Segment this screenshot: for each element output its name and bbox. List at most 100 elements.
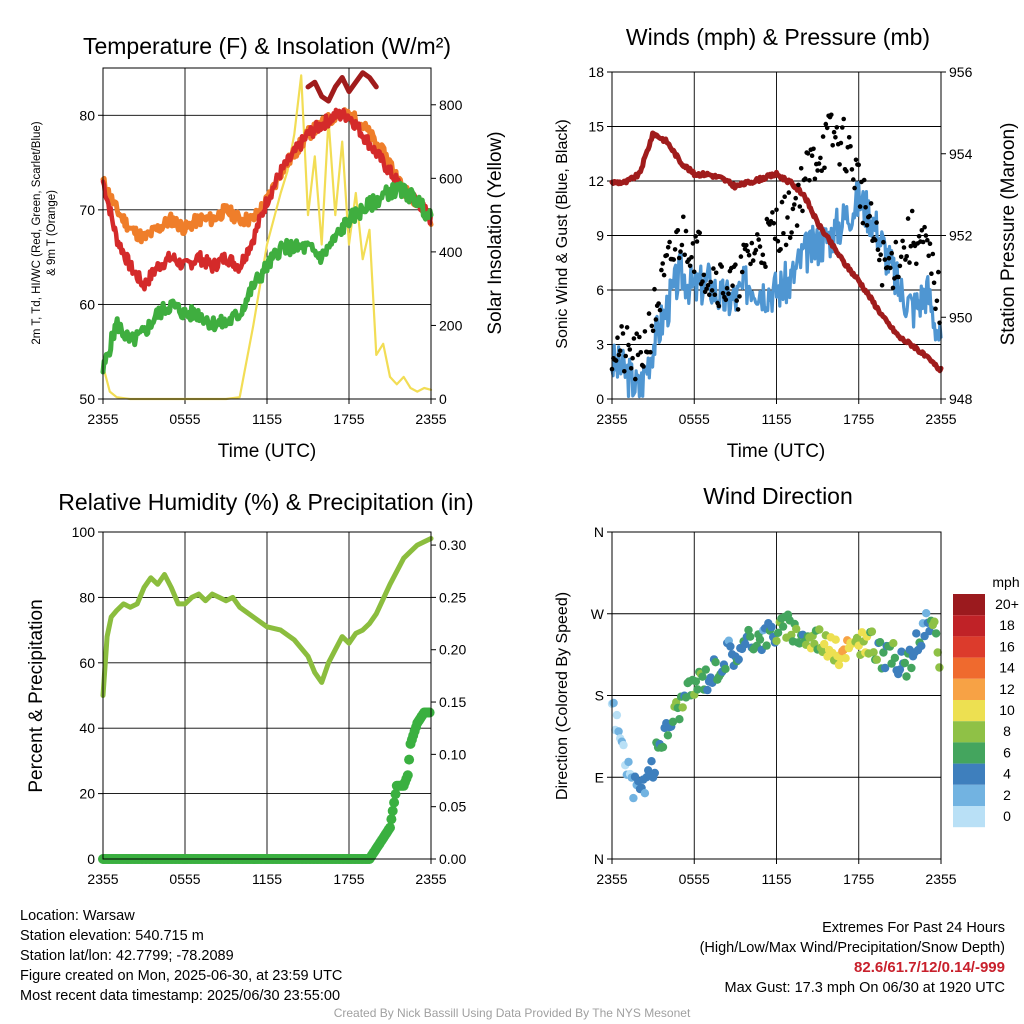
wind-y-axis-label-left: Sonic Wind & Gust (Blue, Black)	[554, 119, 571, 348]
wind-ytick-label-right: 956	[949, 64, 973, 80]
temp-chart-title: Temperature (F) & Insolation (W/m²)	[83, 33, 451, 59]
wind-y-axis-label-right: Station Pressure (Maroon)	[998, 123, 1019, 346]
direction-point	[647, 757, 656, 766]
precip-point	[389, 797, 400, 808]
gust-point	[630, 355, 635, 361]
gust-point	[815, 168, 820, 173]
wind-ytick-label-left: 9	[596, 228, 604, 244]
dir-chart-title: Wind Direction	[703, 483, 853, 509]
gust-point	[760, 252, 766, 258]
gust-point	[803, 176, 808, 181]
rh-xtick-label: 2355	[415, 871, 446, 887]
gust-point	[734, 298, 739, 303]
gust-point	[712, 292, 718, 298]
gust-point	[648, 349, 653, 355]
gust-point	[737, 294, 742, 299]
rh-ytick-label-right: 0.05	[439, 799, 466, 815]
gust-point	[627, 347, 633, 352]
precip-point	[386, 814, 397, 825]
dir-xtick-label: 1155	[761, 871, 791, 887]
temp-y-axis-label-2: & 9m T (Orange)	[46, 190, 58, 276]
direction-point	[895, 665, 905, 674]
gust-point	[809, 153, 815, 158]
wind-plot-frame	[611, 71, 942, 400]
gust-point	[634, 331, 639, 337]
direction-point	[869, 648, 878, 657]
gust-point	[897, 263, 903, 269]
gust-point	[781, 231, 786, 236]
gust-point	[707, 292, 712, 298]
gust-point	[705, 283, 711, 288]
gust-point	[617, 348, 623, 354]
gust-point	[807, 178, 812, 183]
direction-point	[701, 665, 710, 674]
wind-xtick-label: 0555	[679, 411, 710, 427]
direction-point	[902, 672, 911, 681]
gust-point	[726, 291, 731, 297]
gust-point	[650, 328, 656, 334]
gust-point	[664, 253, 670, 258]
direction-point	[922, 609, 931, 618]
station-latlon: Station lat/lon: 42.7799; -78.2089	[20, 948, 234, 964]
dir-xtick-label: 2355	[925, 871, 956, 887]
dir-xtick-label: 1755	[843, 871, 874, 887]
direction-point	[693, 685, 702, 694]
gust-point	[619, 324, 624, 329]
gust-point	[886, 255, 892, 261]
dir-plot-frame	[611, 531, 942, 860]
gust-point	[730, 283, 735, 289]
colorbar-swatch	[953, 784, 985, 806]
gust-point	[735, 307, 741, 312]
gust-point	[656, 301, 661, 306]
gust-point	[672, 247, 678, 252]
credit-line: Created By Nick Bassill Using Data Provi…	[333, 1006, 691, 1020]
gust-point	[679, 242, 685, 248]
colorbar-label: 18	[999, 617, 1015, 633]
temp-ytick-label-left: 80	[79, 107, 95, 123]
temp-plot-frame	[102, 67, 432, 400]
gust-point	[829, 112, 834, 118]
gust-point	[864, 223, 870, 228]
gust-point	[861, 177, 867, 183]
gust-point	[667, 239, 672, 245]
direction-point	[698, 672, 707, 681]
direction-point	[609, 698, 618, 708]
direction-point	[663, 731, 673, 740]
gust-point	[853, 157, 859, 163]
wind-ytick-label-right: 948	[949, 391, 973, 407]
colorbar-swatch	[953, 636, 985, 658]
gust-point	[811, 146, 816, 152]
gust-point	[708, 279, 713, 285]
gust-point	[689, 254, 694, 260]
gust-point	[755, 232, 760, 237]
figure-created: Figure created on Mon, 2025-06-30, at 23…	[20, 968, 343, 984]
colorbar-swatch	[953, 806, 985, 828]
temp-ytick-label-left: 70	[79, 202, 95, 218]
gust-point	[719, 264, 724, 269]
colorbar-swatch	[953, 721, 985, 743]
rh-ytick-label-right: 0.15	[439, 694, 466, 710]
gust-point	[665, 245, 671, 250]
gust-point	[649, 323, 655, 329]
gust-point	[837, 162, 842, 167]
gust-point	[878, 252, 883, 257]
gust-point	[723, 297, 729, 303]
max-gust: Max Gust: 17.3 mph On 06/30 at 1920 UTC	[724, 980, 1005, 996]
gust-point	[687, 263, 693, 269]
gust-point	[796, 182, 801, 188]
direction-point	[867, 627, 877, 636]
colorbar-title: mph	[992, 574, 1019, 590]
gust-point	[879, 283, 885, 288]
direction-point	[900, 658, 909, 668]
gust-point	[733, 262, 738, 268]
direction-point	[734, 655, 743, 664]
gust-point	[841, 116, 846, 122]
colorbar-label: 20+	[995, 596, 1019, 612]
temp-ytick-label-left: 60	[79, 296, 95, 312]
gust-point	[794, 223, 800, 228]
direction-point	[629, 793, 638, 803]
gust-point	[774, 207, 779, 213]
colorbar-swatch	[953, 700, 985, 722]
temp-xtick-label: 1755	[333, 411, 364, 427]
gust-point	[919, 228, 925, 233]
